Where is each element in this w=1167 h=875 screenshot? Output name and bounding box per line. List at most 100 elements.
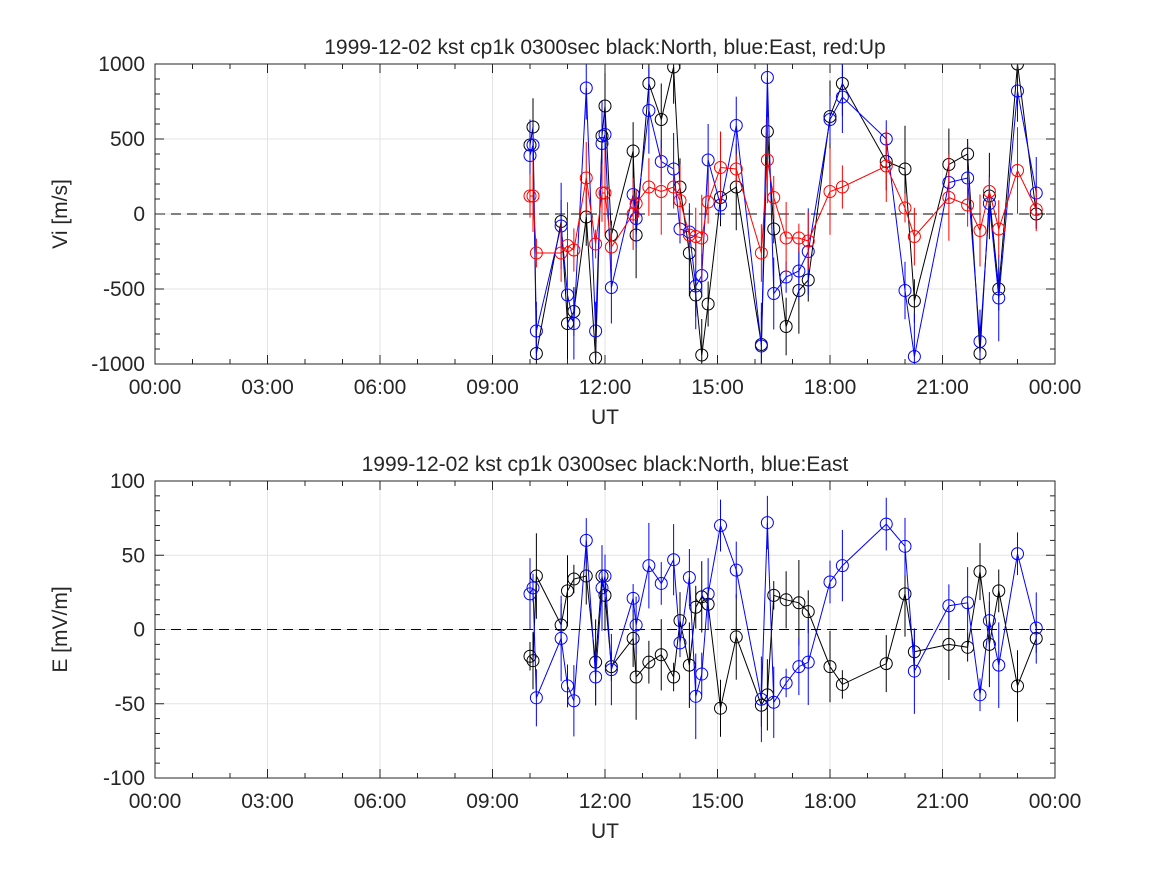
series-east-point: [682, 571, 696, 585]
series-east-point: [767, 287, 781, 300]
series-north-point: [992, 584, 1006, 598]
series-north-point: [1011, 679, 1024, 693]
series-east-point: [792, 264, 806, 278]
x-axis-label: UT: [591, 406, 619, 429]
x-tick-label: 03:00: [241, 376, 294, 399]
series-north-point: [567, 572, 581, 586]
series-north-line: [529, 64, 1037, 359]
series-up-point: [529, 246, 543, 260]
series-east-point: [523, 149, 537, 162]
x-tick-label: 00:00: [129, 376, 182, 399]
chart-title: 1999-12-02 kst cp1k 0300sec black:North,…: [362, 453, 849, 476]
series-up-point: [626, 207, 640, 221]
series-east-point: [529, 324, 543, 338]
series-north-point: [942, 637, 956, 651]
x-axis-label: UT: [591, 820, 619, 843]
series-north-point: [654, 113, 668, 126]
series-north-point: [779, 593, 793, 607]
series-east-point: [898, 539, 912, 553]
series-up-point: [673, 194, 687, 207]
series-east-point: [526, 581, 540, 595]
series-east-point: [835, 90, 849, 104]
series-north-point: [729, 630, 743, 644]
series-up-point: [1029, 203, 1043, 216]
y-tick-label: -500: [103, 278, 145, 301]
series-east-point: [754, 692, 768, 706]
series-east-point: [729, 119, 743, 132]
series-up-point: [760, 153, 774, 167]
series-east-point: [529, 691, 543, 705]
series-up-point: [654, 185, 668, 198]
x-tick-label: 15:00: [691, 790, 744, 813]
series-up-point: [942, 191, 956, 204]
series-east-point: [907, 664, 921, 678]
series-north-point: [629, 670, 643, 684]
y-tick-label: 1000: [98, 53, 145, 76]
series-east-point: [579, 533, 593, 547]
series-up-point: [604, 240, 618, 254]
series-up-point: [754, 246, 768, 260]
series-east-point: [1011, 547, 1024, 561]
series-east-point: [701, 587, 715, 601]
series-up-point: [695, 231, 709, 245]
y-tick-label: 500: [110, 128, 145, 151]
series-east-point: [689, 689, 703, 703]
series-east-point: [823, 113, 837, 126]
series-up-point: [767, 191, 781, 204]
x-tick-label: 18:00: [804, 790, 857, 813]
series-east-point: [714, 519, 727, 533]
series-north-point: [526, 654, 540, 668]
series-up-point: [779, 231, 793, 245]
series-north-point: [695, 348, 709, 362]
series-east-point: [961, 596, 975, 610]
series-up-point: [973, 224, 987, 237]
series-up-point: [907, 230, 921, 243]
series-east-point: [754, 339, 768, 353]
series-east-line: [529, 522, 1037, 704]
chart-title: 1999-12-02 kst cp1k 0300sec black:North,…: [324, 36, 885, 59]
series-north-point: [598, 99, 612, 113]
series-up-point: [554, 246, 568, 260]
x-tick-label: 00:00: [129, 790, 182, 813]
x-tick-label: 00:00: [1029, 376, 1082, 399]
series-up-point: [667, 180, 681, 194]
series-east-point: [673, 636, 687, 650]
series-east-point: [598, 569, 612, 583]
series-north-point: [779, 320, 793, 333]
series-up-point: [526, 189, 540, 203]
series-east-point: [760, 516, 774, 530]
data-area: [523, 495, 1043, 743]
series-up-point: [701, 195, 715, 209]
series-east-point: [1029, 621, 1043, 635]
series-east-point: [526, 138, 540, 152]
series-east-point: [907, 350, 921, 363]
series-north-point: [767, 588, 781, 602]
series-up-point: [801, 234, 815, 248]
y-tick-label: 100: [110, 470, 145, 493]
series-east-point: [523, 587, 537, 601]
x-tick-label: 15:00: [691, 376, 744, 399]
series-north-point: [792, 596, 806, 610]
series-east-point: [760, 71, 774, 84]
series-east-point: [589, 670, 603, 684]
series-up-point: [579, 171, 593, 185]
electric-field-panel: 00:00 03:00 06:00 09:00 12:00 15:00 18:00 21:00…: [49, 453, 1081, 843]
series-east-point: [992, 291, 1006, 305]
x-tick-label: 21:00: [916, 790, 969, 813]
series-north-point: [561, 584, 574, 598]
x-tick-label: 12:00: [579, 790, 632, 813]
y-tick-label: -100: [103, 767, 145, 790]
y-tick-label: 0: [133, 619, 145, 642]
series-east-point: [973, 688, 987, 702]
series-up-point: [835, 180, 849, 194]
series-east-point: [642, 104, 656, 117]
series-east-point: [992, 658, 1006, 672]
series-north-point: [714, 701, 727, 715]
series-east-point: [604, 663, 618, 677]
series-north-point: [689, 600, 703, 614]
series-north-point: [701, 297, 715, 311]
series-east-point: [689, 279, 703, 293]
series-east-point: [1011, 84, 1024, 98]
series-east-point: [729, 563, 743, 577]
